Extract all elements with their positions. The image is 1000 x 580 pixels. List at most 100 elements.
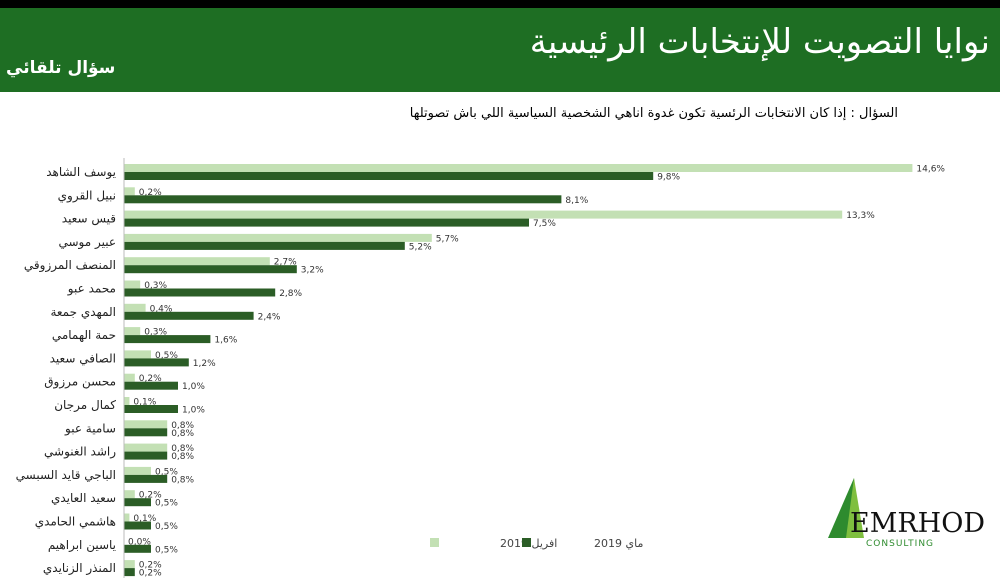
data-label: 0,5% <box>155 351 178 361</box>
page-subtitle: سؤال تلقائي <box>6 58 116 78</box>
category-label: سامية عبو <box>64 421 116 436</box>
data-label: 0,2% <box>139 561 162 571</box>
bar-april-2019 <box>124 257 270 266</box>
category-label: المنصف المرزوقي <box>24 258 116 273</box>
bar-april-2019 <box>124 490 135 499</box>
survey-question: السؤال : إذا كان الانتخابات الرئسية تكون… <box>409 106 898 121</box>
page-title: نوايا التصويت للإنتخابات الرئيسية <box>529 22 990 62</box>
data-label: 1,0% <box>182 406 205 416</box>
bar-april-2019 <box>124 210 843 219</box>
bar-april-2019 <box>124 420 168 429</box>
data-label: 0,5% <box>155 467 178 477</box>
bar-may-2019 <box>124 241 405 250</box>
logo-triangle-shape-light <box>846 478 864 538</box>
category-label: سعيد العايدي <box>51 491 116 505</box>
legend-label: ماي 2019 <box>594 537 643 550</box>
category-label: محمد عبو <box>67 282 116 297</box>
data-label: 0,8% <box>171 444 194 454</box>
bar-may-2019 <box>124 428 168 437</box>
bar-april-2019 <box>124 466 151 475</box>
bar-may-2019 <box>124 195 562 204</box>
bar-may-2019 <box>124 474 168 483</box>
data-label: 0,2% <box>139 491 162 501</box>
data-label: 9,8% <box>657 173 680 183</box>
bar-april-2019 <box>124 373 135 382</box>
data-label: 0,1% <box>133 514 156 524</box>
legend-swatch <box>430 538 439 547</box>
data-label: 5,2% <box>409 242 432 252</box>
bar-may-2019 <box>124 358 189 367</box>
bar-april-2019 <box>124 164 913 172</box>
bar-april-2019 <box>124 513 130 522</box>
bar-may-2019 <box>124 568 135 577</box>
emrhod-logo: EMRHOD CONSULTING <box>828 478 985 549</box>
bar-may-2019 <box>124 381 178 390</box>
category-label: الصافي سعيد <box>50 351 116 365</box>
category-label: حمة الهمامي <box>52 328 116 342</box>
bar-may-2019 <box>124 218 529 227</box>
bar-may-2019 <box>124 172 654 180</box>
category-label: محسن مرزوق <box>44 375 116 390</box>
bar-may-2019 <box>124 311 254 320</box>
data-label: 3,2% <box>301 266 324 276</box>
category-label: راشد الغنوشي <box>44 445 116 460</box>
bar-april-2019 <box>124 327 141 336</box>
bar-april-2019 <box>124 233 432 242</box>
category-label: المهدي جمعة <box>50 305 116 319</box>
data-label: 0,5% <box>155 545 178 555</box>
bar-april-2019 <box>124 303 146 312</box>
data-label: 0,1% <box>133 398 156 408</box>
category-label: ياسين ابراهيم <box>48 538 116 553</box>
data-label: 2,4% <box>258 312 281 322</box>
data-label: 0,2% <box>139 569 162 579</box>
data-label: 2,8% <box>279 289 302 299</box>
top-strip <box>0 0 1000 8</box>
bar-may-2019 <box>124 498 151 507</box>
data-label: 0,8% <box>171 475 194 485</box>
bar-may-2019 <box>124 521 151 530</box>
data-label: 0,2% <box>139 188 162 198</box>
data-label: 0,8% <box>171 429 194 439</box>
category-label: المنذر الزنايدي <box>43 561 116 576</box>
data-label: 5,7% <box>436 234 459 244</box>
bar-april-2019 <box>124 350 151 359</box>
data-label: 1,2% <box>193 359 216 369</box>
data-label: 7,5% <box>533 219 556 229</box>
legend-swatch <box>522 538 531 547</box>
header-banner: نوايا التصويت للإنتخابات الرئيسية سؤال ت… <box>0 8 1000 92</box>
bar-april-2019 <box>124 280 141 289</box>
bar-april-2019 <box>124 187 135 196</box>
bar-may-2019 <box>124 335 211 344</box>
data-label: 0,8% <box>171 452 194 462</box>
category-label: يوسف الشاهد <box>46 165 116 180</box>
data-label: 2,7% <box>274 258 297 268</box>
bar-april-2019 <box>124 397 130 405</box>
data-label: 1,0% <box>182 382 205 392</box>
bar-may-2019 <box>124 544 151 553</box>
data-label: 13,3% <box>846 211 875 221</box>
category-label: كمال مرجان <box>54 398 116 413</box>
data-label: 0,3% <box>144 328 167 338</box>
bar-april-2019 <box>124 443 168 452</box>
logo-tagline: CONSULTING <box>866 539 934 549</box>
data-label: 8,1% <box>565 196 588 206</box>
category-label: قيس سعيد <box>62 212 116 227</box>
data-label: 0,8% <box>171 421 194 431</box>
data-label: 0,0% <box>128 537 151 547</box>
data-label: 0,2% <box>139 374 162 384</box>
category-label: هاشمي الحامدي <box>35 515 116 529</box>
bar-april-2019 <box>124 560 135 569</box>
bar-may-2019 <box>124 265 297 274</box>
data-label: 0,3% <box>144 281 167 291</box>
data-label: 0,5% <box>155 499 178 509</box>
category-label: نبيل القروي <box>58 188 116 203</box>
logo-name: EMRHOD <box>850 508 985 539</box>
bar-may-2019 <box>124 451 168 460</box>
bar-may-2019 <box>124 405 178 413</box>
category-label: الباجي قايد السبسي <box>16 468 116 482</box>
data-label: 0,5% <box>155 522 178 532</box>
data-label: 0,4% <box>150 304 173 314</box>
category-label: عبير موسي <box>58 235 116 250</box>
bar-may-2019 <box>124 288 276 297</box>
bar-chart: يوسف الشاهد 14,6% 9,8% نبيل القروي 0,2% 8,1% ق… <box>16 158 945 579</box>
